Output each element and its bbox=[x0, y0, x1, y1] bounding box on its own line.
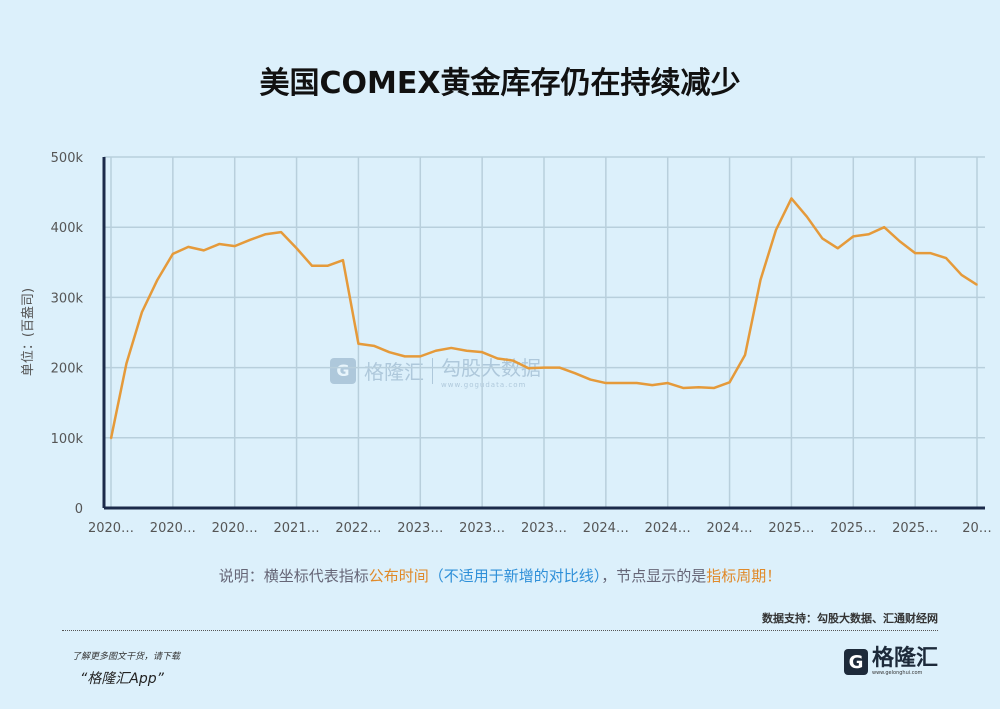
data-point bbox=[496, 357, 499, 360]
x-tick-label: 2023… bbox=[459, 521, 505, 536]
data-point bbox=[728, 381, 731, 384]
data-point bbox=[697, 386, 700, 389]
data-point bbox=[976, 283, 978, 286]
y-tick-label: 100k bbox=[51, 432, 84, 447]
data-point bbox=[775, 229, 777, 231]
data-point bbox=[589, 378, 592, 381]
data-point bbox=[233, 245, 236, 247]
line-chart: 0 100k 200k 300k 400k 500k 2020… 2020… 2020… 2021… bbox=[21, 151, 992, 536]
data-point bbox=[543, 366, 545, 369]
data-point bbox=[806, 215, 808, 218]
y-axis-label: 单位：(百盎司) bbox=[21, 288, 36, 376]
x-tick-label: 2020… bbox=[150, 521, 196, 536]
x-tick-label: 2024… bbox=[707, 521, 753, 536]
data-point bbox=[914, 252, 916, 254]
data-point bbox=[620, 382, 623, 384]
x-tick-label: 2020… bbox=[212, 521, 258, 536]
watermark-logo-icon: G bbox=[330, 357, 356, 384]
data-point bbox=[125, 362, 128, 365]
data-point bbox=[527, 367, 530, 370]
watermark-url: www.gogudata.com bbox=[441, 381, 527, 389]
note-highlight: 指标周期 bbox=[706, 567, 767, 585]
data-point bbox=[187, 246, 190, 248]
y-tick-label: 200k bbox=[51, 362, 84, 377]
data-point bbox=[605, 382, 607, 384]
note-text: ，节点显示的是 bbox=[601, 567, 707, 585]
x-tick-label: 2025… bbox=[768, 521, 814, 536]
data-point bbox=[635, 382, 638, 384]
data-point bbox=[357, 342, 360, 345]
x-tick-label: 2025… bbox=[830, 521, 876, 536]
promo-text: 了解更多图文干货，请下载 bbox=[72, 652, 181, 662]
data-point bbox=[837, 247, 839, 250]
y-tick-label: 300k bbox=[51, 291, 84, 306]
y-tick-label: 0 bbox=[75, 502, 83, 517]
logo-g-icon: G bbox=[843, 649, 868, 675]
logo-url: www.gelonghui.com bbox=[871, 670, 923, 676]
data-point bbox=[852, 235, 855, 238]
data-point bbox=[481, 351, 483, 353]
x-tick-label: 2024… bbox=[583, 521, 629, 536]
y-tick-label: 400k bbox=[51, 221, 84, 236]
data-point bbox=[960, 274, 963, 276]
data-point bbox=[373, 345, 375, 347]
data-point bbox=[898, 240, 901, 243]
x-tick-label: 2025… bbox=[892, 521, 938, 536]
data-point bbox=[512, 359, 514, 362]
data-point bbox=[326, 265, 329, 267]
data-point bbox=[419, 355, 422, 358]
data-point bbox=[156, 279, 159, 281]
data-point bbox=[110, 437, 112, 440]
data-point bbox=[434, 349, 437, 352]
data-point bbox=[218, 243, 221, 245]
data-point bbox=[929, 252, 932, 254]
data-point bbox=[744, 354, 746, 356]
x-tick-label: 2024… bbox=[645, 521, 691, 536]
data-point bbox=[759, 279, 762, 281]
divider bbox=[62, 630, 938, 631]
chart-title: 美国COMEX黄金库存仍在持续减少 bbox=[259, 66, 741, 101]
note-blue: （不适用于新增的对比线） bbox=[428, 567, 602, 585]
data-point bbox=[883, 226, 886, 228]
data-point bbox=[465, 349, 468, 352]
data-source: 数据支持：勾股大数据、汇通财经网 bbox=[762, 612, 938, 625]
note-highlight: ！ bbox=[766, 567, 782, 585]
x-tick-label: 2023… bbox=[521, 521, 567, 536]
data-point bbox=[342, 259, 344, 261]
data-point bbox=[202, 249, 205, 252]
data-point bbox=[264, 233, 267, 236]
data-point bbox=[141, 311, 143, 313]
data-point bbox=[450, 347, 453, 349]
data-point bbox=[388, 351, 391, 353]
y-tick-label: 500k bbox=[51, 151, 84, 166]
note-highlight: 公布时间 bbox=[368, 567, 429, 585]
data-point bbox=[404, 355, 406, 358]
note-text: 说明：横坐标代表指标 bbox=[218, 567, 369, 585]
data-point bbox=[172, 253, 174, 255]
data-point bbox=[713, 387, 715, 389]
x-tick-label: 2020… bbox=[88, 521, 134, 536]
data-point bbox=[790, 197, 793, 200]
data-point bbox=[574, 372, 576, 375]
watermark-brand: 格隆汇 bbox=[364, 360, 424, 384]
data-point bbox=[280, 231, 282, 233]
promo-app-name: “格隆汇App” bbox=[80, 671, 164, 687]
data-point bbox=[867, 233, 870, 236]
data-point bbox=[651, 384, 654, 386]
data-point bbox=[558, 366, 561, 369]
data-point bbox=[945, 257, 947, 259]
x-tick-label: 20… bbox=[962, 521, 992, 536]
data-point bbox=[682, 387, 684, 389]
brand-logo: G 格隆汇 www.gelonghui.com bbox=[843, 646, 938, 676]
chart-note: 说明：横坐标代表指标公布时间（不适用于新增的对比线），节点显示的是指标周期！ bbox=[0, 565, 1000, 586]
data-point bbox=[311, 265, 313, 267]
logo-name: 格隆汇 bbox=[871, 646, 938, 671]
x-tick-label: 2021… bbox=[274, 521, 320, 536]
data-point bbox=[666, 382, 669, 384]
x-tick-label: 2023… bbox=[397, 521, 443, 536]
data-point bbox=[295, 247, 298, 250]
data-point bbox=[821, 237, 824, 240]
data-point bbox=[249, 239, 251, 241]
x-tick-label: 2022… bbox=[335, 521, 381, 536]
